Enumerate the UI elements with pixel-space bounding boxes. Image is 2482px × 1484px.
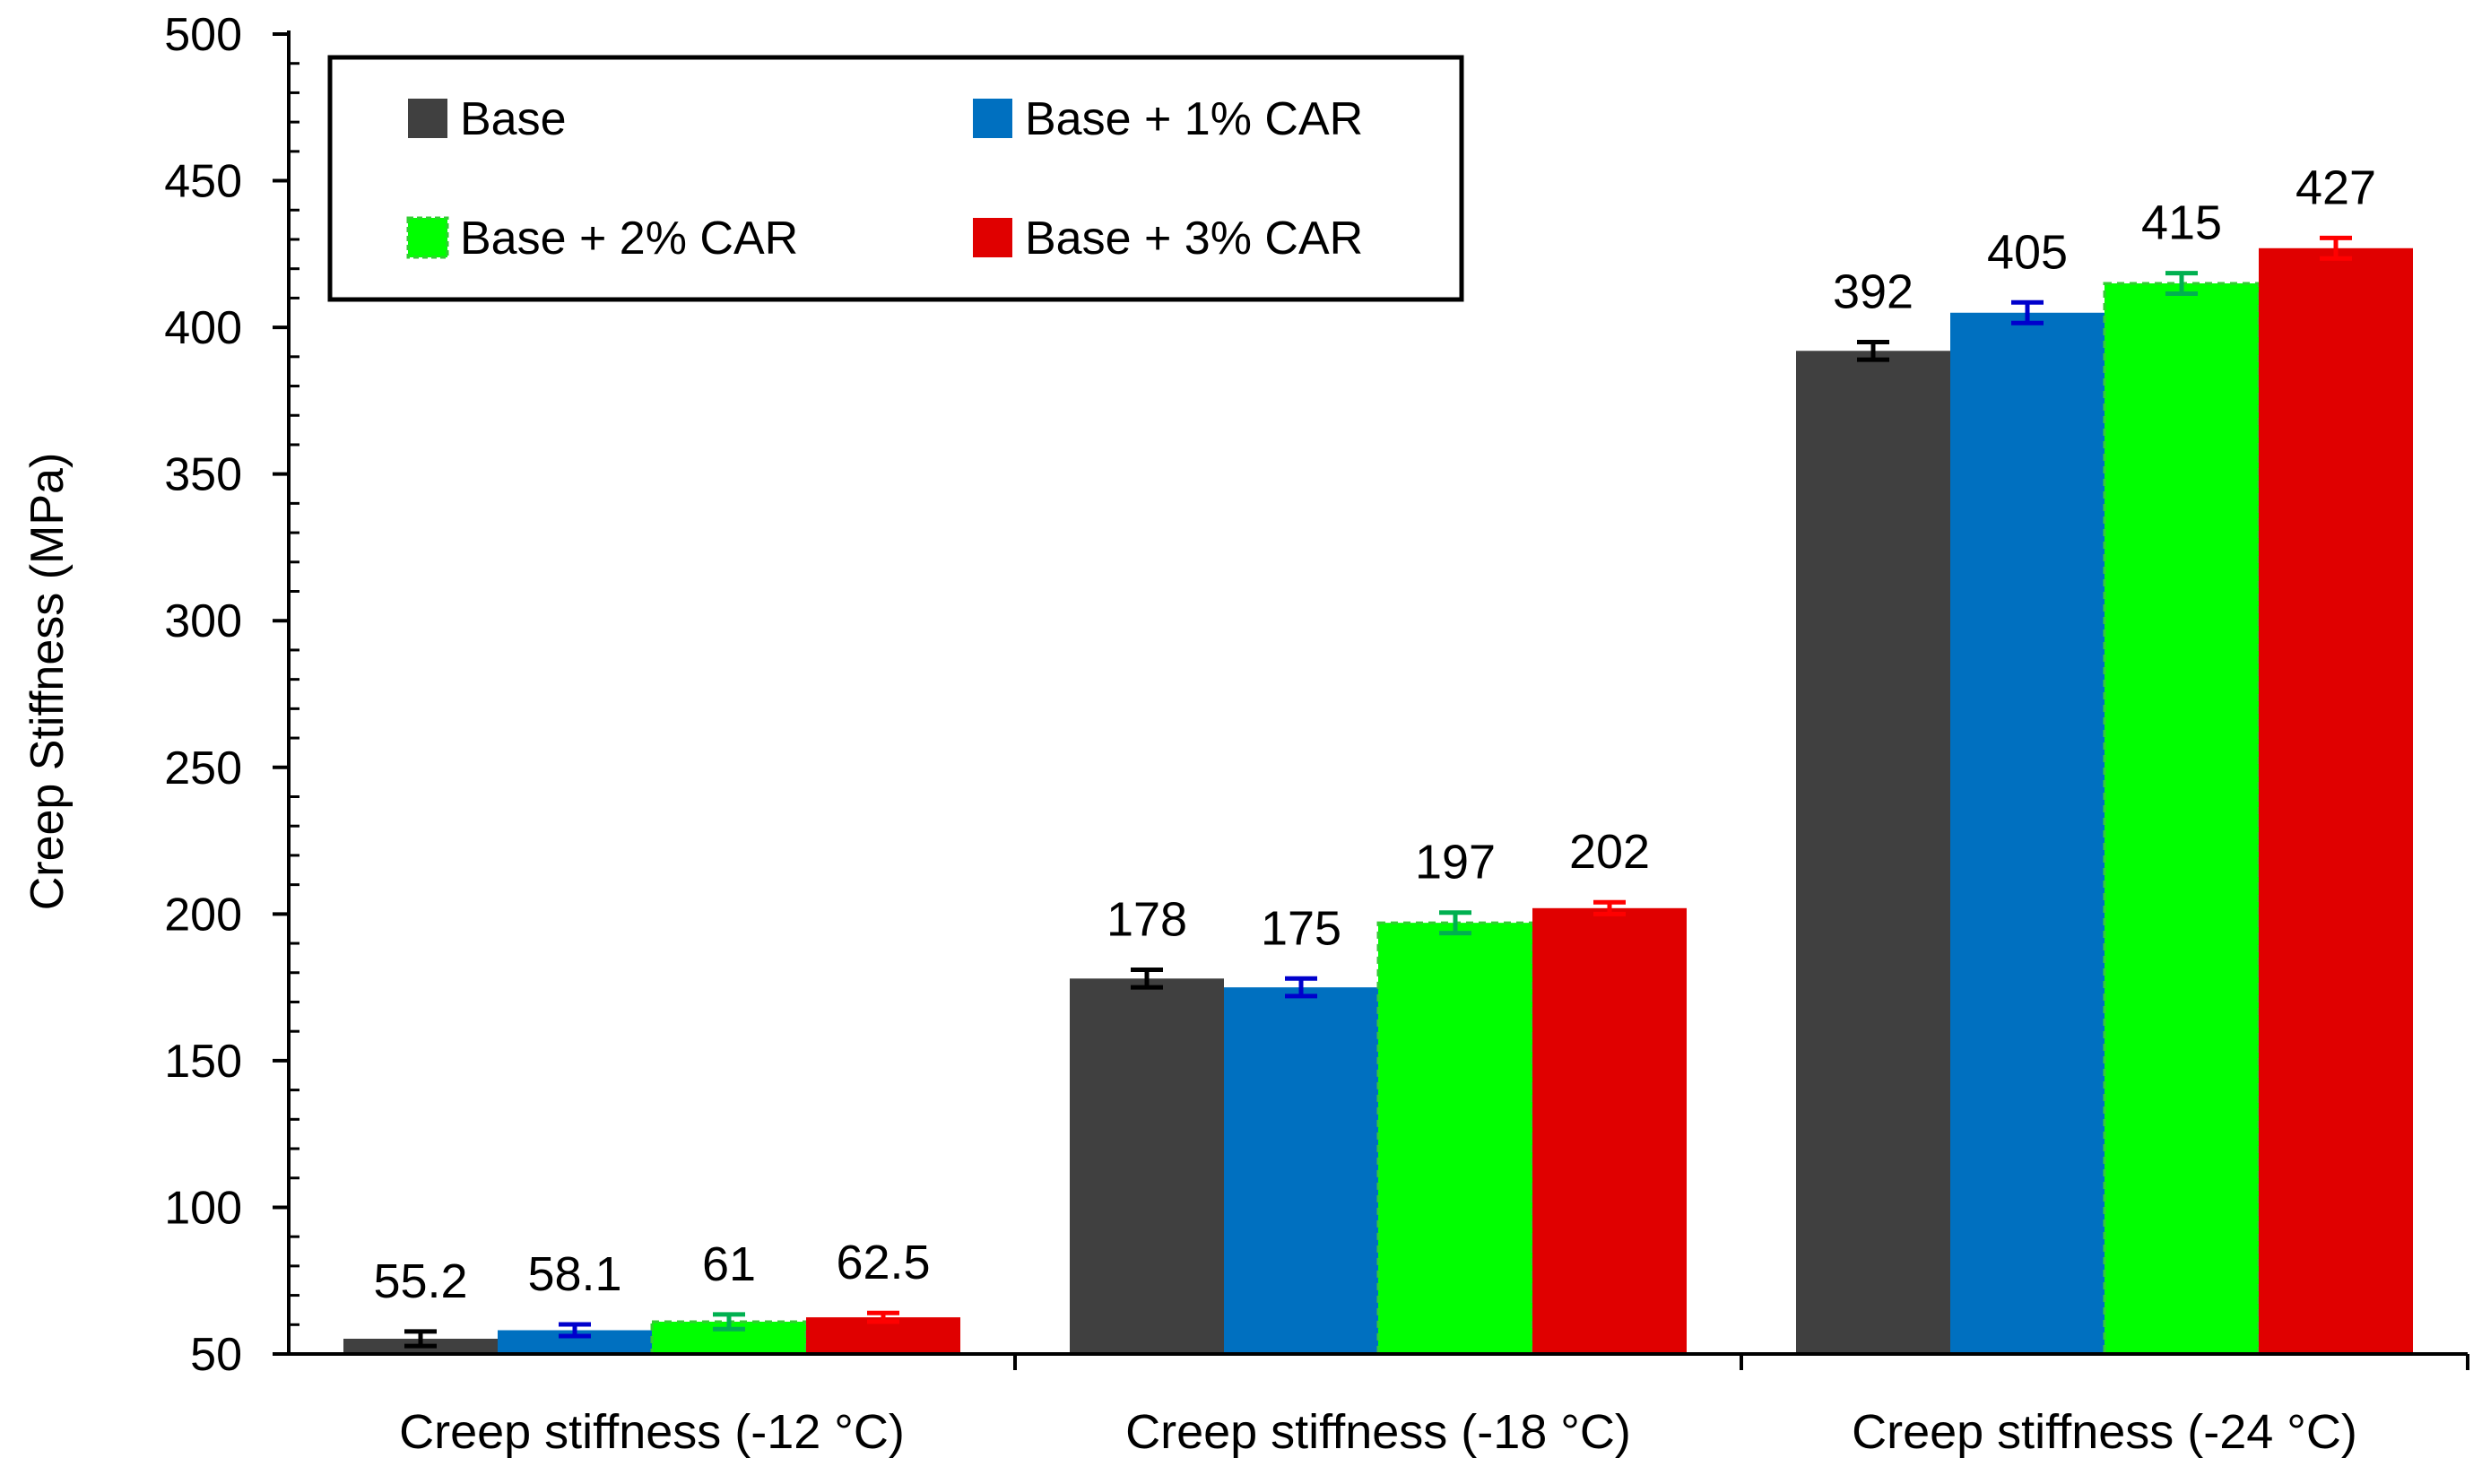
data-label-3-3: 415 [2141, 196, 2222, 250]
legend-box [327, 55, 1464, 302]
legend-swatch-2 [973, 99, 1012, 138]
data-label-2-1: 58.1 [527, 1247, 621, 1301]
legend-label-1: Base [460, 93, 567, 145]
legend-swatch-1 [408, 99, 447, 138]
axes-layer: 50 100 150 200 250 300 350 400 450 500 Creep stiff… [164, 9, 2469, 1459]
bar-4-3 [2259, 247, 2413, 1354]
legend-label-2: Base + 1% CAR [1025, 93, 1363, 145]
y-tick-label-150: 150 [164, 1036, 242, 1088]
bar-3-3 [2103, 282, 2261, 1356]
data-label-1-1: 55.2 [373, 1254, 467, 1308]
legend-label-3: Base + 2% CAR [460, 213, 798, 265]
data-label-4-2: 202 [1569, 825, 1650, 879]
bar-3-2 [1376, 921, 1534, 1356]
y-tick-label-500: 500 [164, 9, 242, 61]
y-axis-title: Creep Stiffness (MPa) [22, 453, 74, 911]
x-category-label-2: Creep stiffness (-18 °C) [1125, 1405, 1631, 1459]
x-category-label-3: Creep stiffness (-24 °C) [1852, 1405, 2357, 1459]
data-label-2-2: 175 [1261, 901, 1341, 955]
data-label-4-1: 62.5 [836, 1236, 930, 1289]
y-tick-label-100: 100 [164, 1182, 242, 1234]
legend-label-4: Base + 3% CAR [1025, 213, 1363, 265]
legend-swatch-4 [973, 218, 1012, 257]
error-bars-layer [404, 235, 2352, 1349]
data-label-1-2: 178 [1106, 892, 1187, 946]
data-label-3-1: 61 [702, 1237, 756, 1291]
y-tick-label-400: 400 [164, 302, 242, 354]
y-tick-label-50: 50 [190, 1329, 242, 1381]
bar-1-3 [1796, 351, 1950, 1354]
data-label-3-2: 197 [1415, 836, 1496, 890]
bar-1-2 [1070, 978, 1224, 1354]
bar-4-2 [1532, 907, 1687, 1354]
legend: Base Base + 1% CAR Base + 2% CAR Base + 3% … [327, 55, 1464, 302]
bars-layer [343, 247, 2413, 1356]
data-labels-layer: 55.2 58.1 61 62.5 178 175 197 202 392 405 415 427 [373, 161, 2376, 1307]
x-category-label-1: Creep stiffness (-12 °C) [399, 1405, 905, 1459]
data-label-4-3: 427 [2295, 161, 2376, 214]
data-label-2-3: 405 [1987, 225, 2068, 279]
y-tick-label-350: 350 [164, 449, 242, 501]
y-tick-label-300: 300 [164, 595, 242, 647]
bar-2-3 [1950, 312, 2104, 1354]
y-tick-label-250: 250 [164, 742, 242, 794]
legend-swatch-3 [406, 216, 449, 259]
y-tick-label-200: 200 [164, 889, 242, 941]
bar-2-2 [1224, 987, 1378, 1354]
y-tick-label-450: 450 [164, 156, 242, 208]
data-label-1-3: 392 [1833, 265, 1914, 318]
